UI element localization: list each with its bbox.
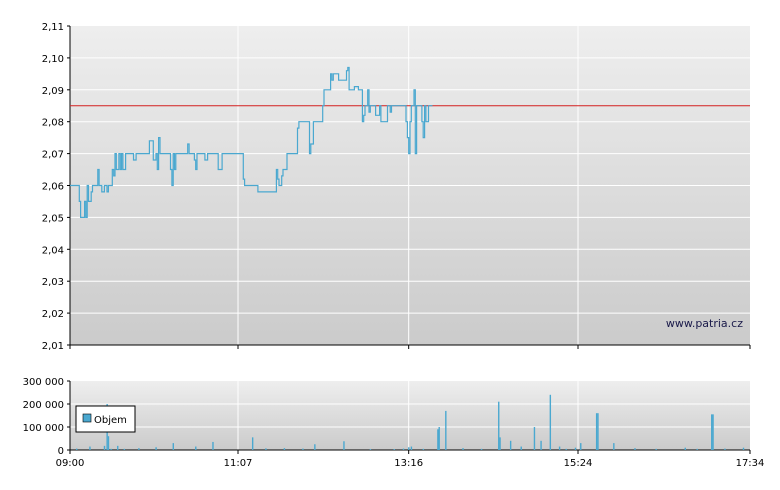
volume-bar — [422, 448, 425, 450]
volume-bar — [314, 444, 316, 450]
volume-bar — [684, 447, 686, 450]
x-tick-label: 13:16 — [394, 458, 423, 469]
y-tick-label: 0 — [58, 446, 64, 457]
x-tick-label: 11:07 — [224, 458, 253, 469]
plot-area — [70, 381, 750, 450]
volume-bar — [138, 448, 140, 450]
volume-bar — [76, 448, 78, 450]
volume-bar — [103, 445, 106, 450]
volume-bar — [445, 410, 447, 450]
volume-bar — [655, 448, 657, 450]
volume-bar — [509, 440, 512, 450]
legend-swatch — [82, 413, 92, 423]
volume-bar — [533, 427, 536, 450]
volume-bar — [613, 443, 615, 450]
y-tick-label: 2,04 — [42, 245, 64, 256]
volume-bar — [107, 436, 110, 450]
y-tick-label: 2,08 — [42, 118, 64, 129]
y-tick-label: 2,06 — [42, 182, 64, 193]
volume-bar — [565, 448, 567, 450]
y-tick-label: 300 000 — [23, 377, 64, 388]
volume-bar — [438, 427, 440, 450]
volume-legend: Objem — [75, 405, 136, 433]
volume-bar — [110, 448, 112, 450]
x-tick-label: 17:34 — [736, 458, 765, 469]
volume-panel: 300 000 200 000 100 000 009:00 11:07 13:16 15:… — [23, 377, 765, 469]
volume-bar — [343, 441, 345, 450]
volume-bar — [462, 448, 464, 450]
volume-bar — [634, 448, 636, 450]
volume-bar — [283, 448, 286, 450]
volume-bar — [499, 437, 501, 450]
y-tick-label: 2,11 — [42, 22, 64, 33]
x-tick-label: 09:00 — [56, 458, 85, 469]
volume-bar — [123, 448, 126, 450]
volume-bar — [597, 413, 599, 450]
volume-bar — [574, 447, 577, 450]
y-tick-label: 2,01 — [42, 341, 64, 352]
volume-bar — [410, 446, 413, 450]
y-tick-label: 2,07 — [42, 150, 64, 161]
volume-bar — [117, 445, 119, 450]
price-panel: 2,11 2,10 2,09 2,08 2,07 2,06 2,05 2,04 2,03 2,02… — [42, 22, 751, 352]
volume-bar — [580, 443, 582, 450]
volume-bar — [195, 446, 197, 450]
y-tick-label: 2,02 — [42, 309, 64, 320]
volume-bar — [595, 413, 598, 450]
volume-bar — [549, 394, 552, 450]
y-tick-label: 2,05 — [42, 213, 64, 224]
volume-bar — [742, 447, 745, 450]
volume-bar — [155, 447, 157, 450]
watermark: www.patria.cz — [666, 317, 743, 330]
volume-bar — [89, 446, 91, 450]
y-tick-label: 100 000 — [23, 423, 64, 434]
volume-bar — [540, 440, 542, 450]
y-tick-label: 200 000 — [23, 400, 64, 411]
volume-bar — [711, 414, 713, 450]
volume-bar — [520, 446, 522, 450]
volume-bar — [265, 448, 267, 450]
volume-bar — [393, 449, 395, 450]
volume-bar — [302, 448, 304, 450]
volume-bar — [408, 447, 410, 450]
y-tick-label: 2,03 — [42, 277, 64, 288]
y-tick-label: 2,09 — [42, 86, 64, 97]
volume-bar — [498, 401, 500, 450]
volume-bar — [212, 441, 214, 450]
volume-bar — [696, 448, 698, 450]
volume-bar — [558, 446, 561, 450]
legend-label: Objem — [94, 415, 127, 426]
volume-bar — [724, 448, 726, 450]
volume-bar — [712, 414, 714, 450]
volume-bar — [437, 429, 439, 450]
volume-bar — [402, 448, 405, 450]
volume-bar — [480, 448, 483, 450]
y-tick-label: 2,10 — [42, 54, 64, 65]
volume-bar — [369, 449, 372, 450]
volume-bar — [251, 437, 254, 450]
x-tick-label: 15:24 — [564, 458, 593, 469]
price-line — [70, 66, 433, 218]
volume-bar — [172, 443, 174, 450]
